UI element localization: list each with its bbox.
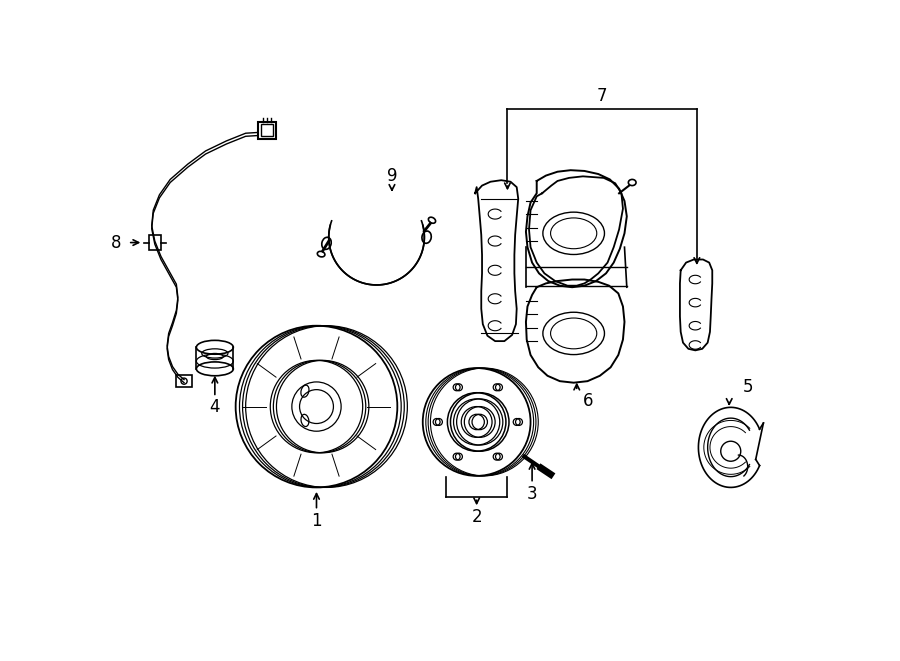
Bar [176,375,192,387]
Bar [148,235,161,251]
Text: 2: 2 [472,508,482,526]
Text: 1: 1 [311,512,322,529]
Text: 8: 8 [111,233,122,252]
Bar [261,124,274,136]
Text: 7: 7 [597,87,608,105]
Text: 4: 4 [210,399,220,416]
Text: 5: 5 [742,378,753,397]
Bar [258,122,276,139]
Text: 6: 6 [583,392,594,410]
Text: 3: 3 [526,485,537,502]
Text: 9: 9 [387,167,397,184]
